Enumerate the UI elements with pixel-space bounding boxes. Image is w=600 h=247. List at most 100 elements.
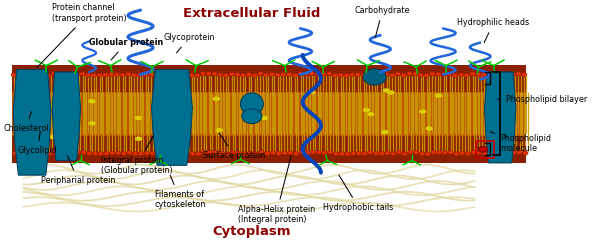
Ellipse shape [28, 72, 34, 76]
Ellipse shape [475, 72, 481, 76]
Ellipse shape [167, 151, 173, 155]
Ellipse shape [504, 72, 510, 76]
Ellipse shape [378, 73, 383, 77]
Ellipse shape [127, 151, 133, 155]
Text: Phospholipid
molecule: Phospholipid molecule [490, 132, 551, 153]
Ellipse shape [476, 151, 482, 155]
Ellipse shape [161, 131, 169, 136]
Ellipse shape [114, 73, 120, 77]
Ellipse shape [333, 152, 339, 156]
Ellipse shape [436, 151, 442, 155]
Ellipse shape [292, 73, 298, 77]
Ellipse shape [391, 152, 396, 156]
Ellipse shape [57, 72, 62, 76]
Text: Hydrophobic tails: Hydrophobic tails [323, 175, 394, 211]
Ellipse shape [287, 151, 293, 155]
Ellipse shape [293, 152, 299, 156]
Ellipse shape [46, 73, 51, 77]
Ellipse shape [454, 152, 460, 156]
Ellipse shape [135, 137, 142, 141]
Text: Protein channel
(transport protein): Protein channel (transport protein) [37, 3, 127, 68]
Polygon shape [13, 70, 51, 175]
Ellipse shape [92, 152, 98, 156]
Ellipse shape [91, 73, 97, 77]
Ellipse shape [385, 151, 391, 155]
Ellipse shape [310, 150, 316, 154]
Ellipse shape [247, 151, 253, 155]
Ellipse shape [387, 90, 395, 95]
Bar [476, 141, 494, 158]
Ellipse shape [401, 73, 407, 77]
Ellipse shape [349, 73, 355, 77]
Ellipse shape [368, 150, 373, 154]
Ellipse shape [257, 72, 263, 76]
Ellipse shape [362, 108, 370, 112]
Ellipse shape [70, 152, 75, 156]
Ellipse shape [17, 72, 22, 76]
Ellipse shape [120, 73, 125, 77]
Text: Filaments of
cytoskeleton: Filaments of cytoskeleton [155, 175, 206, 209]
Ellipse shape [58, 151, 64, 155]
Ellipse shape [425, 126, 433, 131]
Ellipse shape [487, 73, 493, 77]
Ellipse shape [345, 152, 350, 156]
Ellipse shape [338, 73, 343, 77]
Ellipse shape [242, 109, 262, 124]
Ellipse shape [344, 73, 349, 77]
Ellipse shape [431, 150, 436, 154]
Ellipse shape [326, 72, 332, 76]
Text: Globular protein: Globular protein [89, 38, 163, 60]
Ellipse shape [51, 72, 57, 76]
Ellipse shape [103, 73, 109, 77]
Ellipse shape [316, 150, 322, 154]
Ellipse shape [64, 151, 70, 155]
Ellipse shape [320, 72, 326, 76]
Ellipse shape [458, 73, 464, 77]
Ellipse shape [315, 72, 320, 76]
Ellipse shape [143, 73, 149, 77]
Ellipse shape [166, 73, 172, 77]
Ellipse shape [184, 151, 190, 155]
Ellipse shape [74, 72, 80, 76]
Ellipse shape [363, 69, 386, 85]
Ellipse shape [389, 73, 395, 77]
Ellipse shape [40, 111, 47, 115]
Ellipse shape [34, 73, 40, 77]
Ellipse shape [241, 73, 246, 77]
Ellipse shape [471, 150, 476, 154]
Ellipse shape [144, 151, 149, 155]
Ellipse shape [379, 151, 385, 155]
Ellipse shape [172, 111, 179, 116]
Ellipse shape [500, 151, 505, 155]
Text: Cytoplasm: Cytoplasm [212, 225, 291, 238]
Ellipse shape [217, 73, 223, 77]
Ellipse shape [373, 151, 379, 155]
Ellipse shape [488, 152, 494, 156]
Ellipse shape [482, 151, 488, 155]
Ellipse shape [134, 116, 142, 120]
Ellipse shape [511, 151, 517, 155]
Ellipse shape [384, 72, 389, 76]
Ellipse shape [154, 72, 160, 76]
Ellipse shape [367, 72, 372, 76]
Ellipse shape [194, 73, 200, 77]
Ellipse shape [425, 152, 431, 156]
Ellipse shape [452, 73, 458, 77]
Ellipse shape [202, 150, 207, 154]
Ellipse shape [270, 151, 276, 155]
Ellipse shape [177, 73, 183, 77]
Ellipse shape [137, 73, 143, 77]
Ellipse shape [81, 150, 86, 154]
FancyBboxPatch shape [12, 92, 526, 136]
Ellipse shape [173, 151, 178, 155]
Ellipse shape [407, 72, 412, 76]
Ellipse shape [478, 147, 488, 152]
Polygon shape [484, 72, 516, 163]
Ellipse shape [304, 72, 309, 76]
Ellipse shape [523, 151, 528, 155]
Text: Peripharial protein: Peripharial protein [41, 156, 115, 185]
Ellipse shape [265, 152, 270, 155]
Ellipse shape [305, 150, 310, 154]
Ellipse shape [160, 73, 166, 77]
Ellipse shape [52, 150, 58, 154]
